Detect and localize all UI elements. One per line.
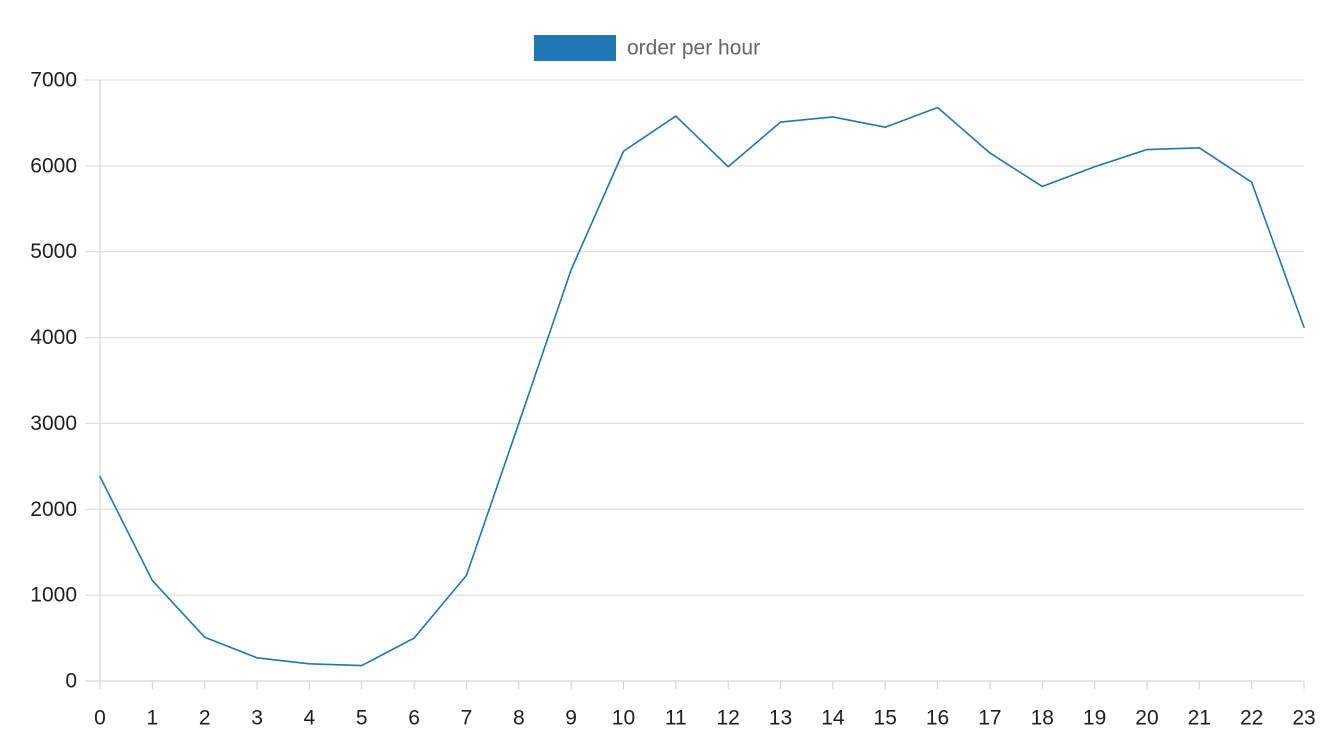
data-point (1040, 184, 1044, 188)
x-tick-label: 15 (874, 707, 897, 730)
x-tick-label: 21 (1188, 707, 1211, 730)
x-tick-label: 3 (251, 707, 263, 730)
data-point (412, 636, 416, 640)
gridlines (85, 79, 1304, 682)
data-point (883, 125, 887, 129)
x-tick-label: 22 (1240, 707, 1263, 730)
y-tick-label: 2000 (30, 498, 77, 521)
x-tick-label: 9 (565, 707, 577, 730)
x-tick-label: 1 (147, 707, 159, 730)
data-point (255, 656, 259, 660)
data-point (988, 151, 992, 155)
data-point (360, 664, 364, 668)
y-tick-label: 5000 (30, 240, 77, 263)
y-tick-label: 7000 (30, 69, 77, 92)
legend-swatch[interactable] (534, 35, 616, 61)
data-point (1302, 325, 1306, 329)
x-tick-label: 14 (821, 707, 845, 730)
data-point (1093, 165, 1097, 169)
data-point (936, 105, 940, 109)
legend[interactable]: order per hour (534, 35, 760, 61)
data-point (1145, 148, 1149, 152)
x-tick-label: 17 (978, 707, 1001, 730)
data-point (569, 268, 573, 272)
x-tick-label: 7 (461, 707, 473, 730)
y-tick-label: 6000 (30, 154, 77, 177)
y-tick-label: 4000 (30, 326, 77, 349)
x-tick-label: 13 (769, 707, 792, 730)
series-line (99, 106, 1305, 667)
y-tick-label: 1000 (30, 584, 77, 607)
data-point (464, 573, 468, 577)
y-tick-label: 3000 (30, 412, 77, 435)
x-tick-label: 12 (716, 707, 739, 730)
data-point (831, 115, 835, 119)
x-tick-label: 18 (1031, 707, 1054, 730)
x-tick-label: 10 (612, 707, 635, 730)
x-tick-label: 20 (1135, 707, 1158, 730)
x-tick-label: 2 (199, 707, 211, 730)
x-tick-label: 5 (356, 707, 368, 730)
data-point (674, 114, 678, 118)
data-point (307, 662, 311, 666)
x-tick-label: 0 (94, 707, 106, 730)
x-tick-label: 23 (1292, 707, 1315, 730)
legend-label[interactable]: order per hour (627, 37, 760, 60)
data-point (1197, 146, 1201, 150)
x-tick-label: 6 (408, 707, 420, 730)
data-point (98, 475, 102, 479)
data-point (203, 635, 207, 639)
data-point (1250, 180, 1254, 184)
data-point (726, 165, 730, 169)
data-point (517, 421, 521, 425)
x-tick-label: 16 (926, 707, 949, 730)
x-tick-label: 11 (665, 707, 687, 730)
x-tick-label: 19 (1083, 707, 1106, 730)
x-tick-label: 4 (304, 707, 316, 730)
y-tick-label: 0 (65, 670, 77, 693)
data-point (150, 579, 154, 583)
data-point (779, 120, 783, 124)
x-tick-label: 8 (513, 707, 525, 730)
series-layer (98, 105, 1306, 668)
data-point (621, 149, 625, 153)
